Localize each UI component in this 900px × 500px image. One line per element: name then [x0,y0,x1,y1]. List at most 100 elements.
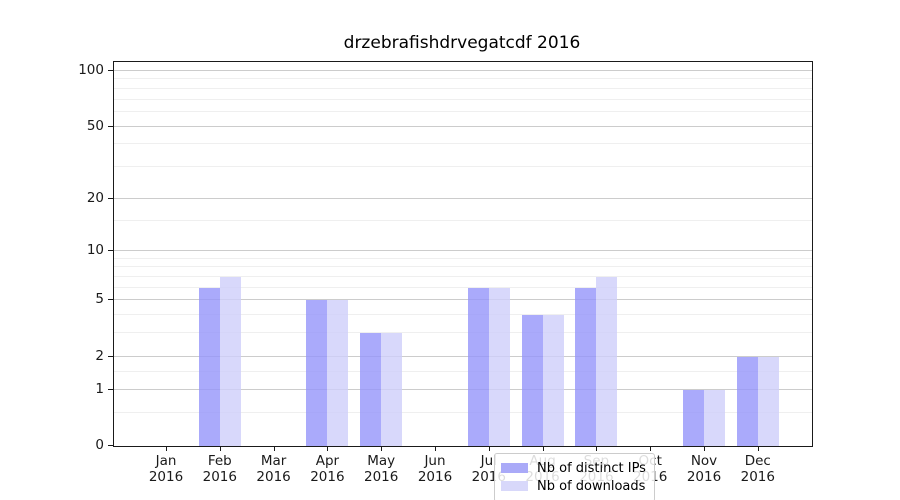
x-axis-tick-mark [327,446,329,451]
gridline-minor [114,412,812,414]
bar-distinct-ips [521,315,543,446]
x-tick-year: 2016 [740,469,775,485]
bar-distinct-ips [360,333,382,446]
gridline-minor [114,314,812,316]
x-axis-tick-label: Feb 2016 [185,453,255,485]
x-axis-tick-mark [704,446,705,451]
y-axis-tick-label: 20 [86,189,104,206]
x-axis-tick-label: Jun 2016 [400,453,470,485]
y-axis-tick-label: 5 [95,291,104,308]
x-tick-year: 2016 [417,469,453,485]
bar-distinct-ips [467,287,489,446]
legend-item-downloads: Nb of downloads [501,477,646,495]
gridline-minor [114,286,812,288]
gridline-minor [114,165,812,167]
gridline-minor [114,266,812,268]
legend-swatch-downloads [501,481,528,491]
x-axis-tick-mark [596,446,598,451]
bar-downloads [542,315,564,446]
y-axis-tick-mark [108,70,113,71]
y-axis-tick-mark [108,197,113,199]
plot-area: Nb of distinct IPs Nb of downloads [113,61,813,500]
x-axis-tick-mark [381,446,383,451]
x-axis-tick-label: Dec 2016 [723,453,793,485]
bar-downloads [219,277,241,446]
x-axis-tick-mark [650,446,652,451]
y-axis-tick-label: 1 [95,380,104,397]
y-axis-tick-mark [108,388,113,390]
bar-distinct-ips [575,287,597,446]
gridline-major [114,197,812,199]
gridline-major [114,299,812,301]
bar-distinct-ips [736,356,758,446]
gridline-minor [114,143,812,145]
x-axis-tick-label: Mar 2016 [239,453,309,485]
x-tick-month: Mar [260,453,287,469]
x-tick-month: Dec [744,453,771,469]
bar-downloads [381,333,403,446]
x-tick-month: Nov [690,453,718,469]
gridline-minor [114,257,812,259]
legend-swatch-distinct-ips [501,463,528,473]
x-axis-tick-mark [166,446,167,451]
bar-downloads [757,356,779,446]
y-axis-tick-label: 2 [95,347,104,364]
x-tick-year: 2016 [148,469,184,485]
legend-item-distinct-ips: Nb of distinct IPs [501,459,646,477]
x-tick-year: 2016 [364,469,399,485]
gridline-minor [114,219,812,221]
x-tick-month: Jun [424,453,446,469]
bar-downloads [596,277,618,446]
x-axis-tick-mark [488,446,490,451]
gridline-minor [114,98,812,100]
gridline-major [114,355,812,357]
y-axis-tick-label: 10 [86,242,104,259]
y-axis-tick-mark [108,125,113,127]
x-axis-tick-mark [219,446,221,451]
x-axis-tick-mark [435,446,436,451]
bar-downloads [488,287,510,446]
gridline-major [114,250,812,252]
x-tick-month: Jul [480,453,497,469]
y-axis-tick-label: 50 [86,117,104,134]
y-axis-tick-mark [108,355,113,357]
x-tick-month: Apr [315,453,340,469]
gridline-major [114,125,812,127]
x-tick-year: 2016 [256,469,291,485]
y-axis-tick-mark [108,299,113,301]
x-axis-tick-mark [757,446,759,451]
gridline-minor [114,87,812,89]
gridline-minor [114,370,812,372]
gridline-minor [114,110,812,112]
x-axis-tick-label: Nov 2016 [669,453,739,485]
y-axis-tick-mark [108,250,113,252]
y-axis-tick-mark [108,445,113,446]
bar-distinct-ips [306,300,328,446]
x-tick-year: 2016 [686,469,722,485]
x-axis-tick-mark [542,446,544,451]
x-axis-tick-mark [273,446,275,451]
legend-label-distinct-ips: Nb of distinct IPs [537,460,646,476]
y-axis-tick-label: 0 [95,437,104,453]
x-axis-tick-label: Apr 2016 [292,453,362,485]
gridline-minor [114,332,812,334]
chart-title: drzebrafishdrvegatcdf 2016 [343,33,581,53]
y-axis-tick-label: 100 [78,62,104,78]
x-tick-month: Jan [155,453,177,469]
gridline-major [114,388,812,390]
bar-distinct-ips [198,287,220,446]
x-axis-tick-label: May 2016 [346,453,416,485]
x-tick-year: 2016 [202,469,237,485]
legend-label-downloads: Nb of downloads [537,478,646,494]
legend: Nb of distinct IPs Nb of downloads [494,453,655,500]
bar-downloads [327,300,349,446]
gridline-minor [114,276,812,278]
x-tick-year: 2016 [310,469,345,485]
x-tick-month: Feb [207,453,232,469]
bar-downloads [704,389,725,446]
bar-distinct-ips [683,389,704,446]
x-axis-tick-label: Jan 2016 [131,453,201,485]
gridline-minor [114,78,812,80]
x-tick-month: May [367,453,396,469]
